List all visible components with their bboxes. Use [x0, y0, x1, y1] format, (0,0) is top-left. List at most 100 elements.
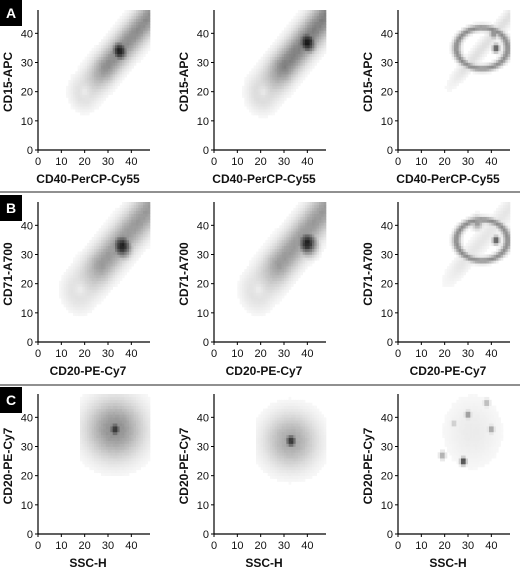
- density-cell: [246, 309, 250, 314]
- density-cell: [295, 216, 299, 220]
- density-cell: [293, 272, 296, 276]
- density-cell: [461, 242, 464, 247]
- density-cell: [138, 414, 141, 418]
- density-cell: [454, 272, 457, 276]
- density-cell: [91, 307, 95, 311]
- density-cell: [68, 100, 71, 104]
- density-cell: [87, 461, 90, 465]
- density-cell: [246, 272, 250, 276]
- density-cell: [98, 411, 102, 415]
- density-cell: [101, 94, 104, 98]
- density-cell: [94, 234, 97, 238]
- density-cell: [475, 216, 478, 220]
- density-cell: [119, 420, 123, 424]
- density-cell: [112, 443, 116, 447]
- density-cell: [505, 18, 508, 22]
- density-cell: [119, 431, 123, 436]
- density-cell: [131, 245, 134, 249]
- density-cell: [129, 414, 132, 418]
- density-cell: [242, 295, 245, 299]
- density-cell: [298, 82, 301, 87]
- density-cell: [98, 399, 102, 404]
- density-cell: [451, 266, 455, 270]
- density-cell: [267, 283, 271, 287]
- density-cell: [302, 222, 306, 226]
- density-cell: [98, 417, 102, 421]
- density-cell: [288, 239, 292, 244]
- density-cell: [103, 45, 106, 49]
- density-cell: [484, 30, 487, 34]
- density-cell: [277, 283, 280, 287]
- density-cell: [98, 280, 102, 284]
- density-cell: [129, 417, 132, 421]
- density-cell: [503, 231, 506, 235]
- density-cell: [251, 286, 254, 290]
- density-cell: [101, 280, 104, 284]
- density-cell: [143, 399, 146, 404]
- density-cell: [143, 443, 146, 447]
- density-cell: [119, 47, 123, 52]
- density-cell: [115, 50, 118, 55]
- density-cell: [84, 440, 88, 444]
- density-cell: [470, 225, 473, 229]
- density-cell: [456, 251, 459, 255]
- density-cell: [131, 464, 134, 468]
- density-cell: [286, 234, 289, 238]
- density-cell: [286, 222, 289, 226]
- density-cell: [94, 62, 97, 66]
- density-cell: [288, 50, 292, 55]
- density-cell: [112, 219, 116, 223]
- density-cell: [73, 312, 76, 317]
- density-cell: [293, 219, 296, 223]
- density-cell: [263, 289, 266, 293]
- density-cell: [312, 248, 315, 252]
- density-cell: [140, 464, 144, 468]
- density-cell: [242, 277, 245, 282]
- density-cell: [136, 434, 139, 439]
- density-cell: [249, 286, 252, 290]
- density-cell: [77, 65, 81, 69]
- density-cell: [323, 27, 327, 31]
- density-cell: [263, 242, 266, 247]
- density-cell: [256, 88, 259, 92]
- density-cell: [479, 53, 483, 57]
- density-cell: [267, 97, 271, 101]
- density-cell: [129, 399, 132, 404]
- density-cell: [117, 440, 120, 444]
- density-cell: [244, 304, 247, 308]
- density-cell: [500, 213, 504, 217]
- density-cell: [126, 242, 130, 247]
- density-cell: [112, 30, 116, 34]
- density-cell: [140, 15, 144, 20]
- density-cell: [115, 39, 118, 43]
- density-cell: [251, 307, 254, 311]
- density-cell: [449, 85, 452, 90]
- density-cell: [91, 257, 95, 261]
- density-cell: [505, 239, 508, 244]
- density-cell: [472, 219, 476, 223]
- density-cell: [133, 47, 137, 52]
- density-cell: [284, 242, 287, 247]
- density-cell: [300, 263, 303, 267]
- density-cell: [316, 59, 320, 63]
- density-cell: [284, 71, 287, 75]
- density-cell: [101, 245, 104, 249]
- density-cell: [493, 225, 497, 229]
- density-cell: [281, 39, 285, 43]
- density-cell: [70, 266, 74, 270]
- density-cell: [140, 27, 144, 31]
- density-cell: [145, 239, 148, 244]
- density-cell: [298, 42, 301, 46]
- density-cell: [284, 77, 287, 81]
- density-cell: [309, 207, 313, 212]
- density-cell: [133, 219, 137, 223]
- density-cell: [314, 202, 317, 206]
- density-cell: [451, 263, 455, 267]
- density-cell: [77, 85, 81, 90]
- density-cell: [447, 80, 450, 84]
- density-cell: [263, 307, 266, 311]
- density-cell: [84, 88, 88, 92]
- density-cell: [288, 242, 292, 247]
- density-cell: [251, 274, 254, 279]
- density-cell: [286, 33, 289, 37]
